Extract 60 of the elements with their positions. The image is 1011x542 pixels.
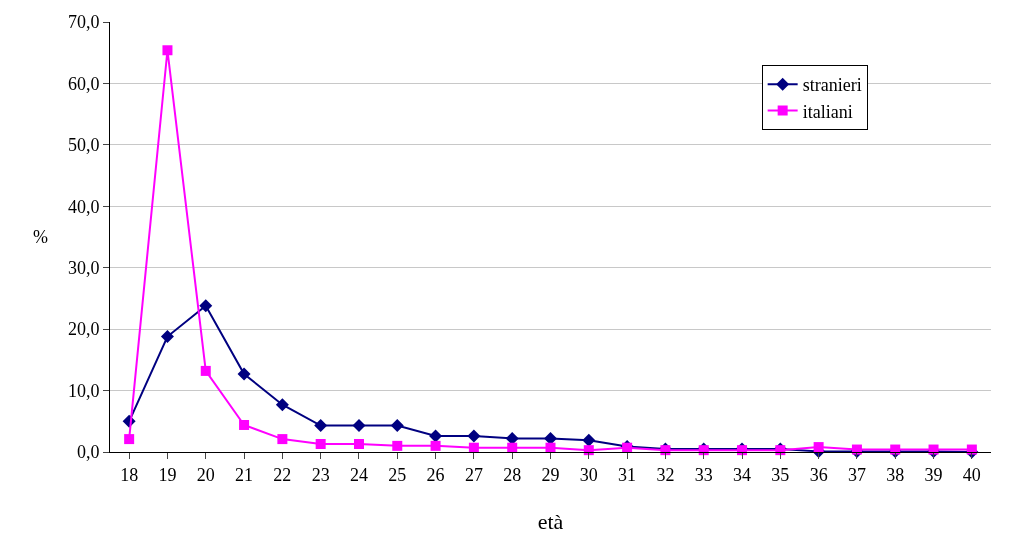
x-tick-label: 31 (618, 464, 637, 485)
point (545, 442, 556, 453)
point (314, 419, 328, 433)
x-tick-label: 40 (962, 464, 981, 485)
point (505, 431, 519, 445)
y-tick-label: 20,0 (67, 319, 100, 340)
x-axis-title: età (537, 509, 564, 535)
y-axis-title: % (33, 227, 48, 247)
point (199, 299, 213, 313)
x-tick-label: 25 (388, 464, 407, 485)
point (162, 45, 173, 56)
point (275, 398, 289, 412)
point (468, 442, 479, 453)
x-tick-label: 24 (349, 464, 368, 485)
point (160, 330, 174, 344)
point (200, 365, 211, 376)
x-tick-label: 22 (273, 464, 292, 485)
point (237, 367, 251, 381)
point (582, 433, 596, 447)
x-tick-label: 19 (158, 464, 177, 485)
point (353, 439, 364, 450)
x-tick-label: 28 (503, 464, 522, 485)
point (544, 431, 557, 445)
x-tick-label: 20 (196, 464, 215, 485)
point (239, 419, 250, 430)
x-tick-label: 33 (694, 464, 713, 485)
x-tick-label: 35 (771, 464, 790, 485)
y-tick-label: 40,0 (67, 196, 100, 217)
y-tick-label: 0,0 (76, 442, 100, 463)
point (392, 440, 403, 451)
point (467, 429, 481, 443)
x-tick-label: 34 (733, 464, 752, 485)
y-tick-label: 30,0 (67, 258, 100, 279)
point (430, 440, 441, 451)
x-tick-label: 23 (311, 464, 330, 485)
x-tick-label: 36 (809, 464, 828, 485)
x-tick-label: 32 (656, 464, 675, 485)
x-tick-label: 27 (464, 464, 483, 485)
point (429, 429, 443, 443)
x-tick-label: 37 (847, 464, 866, 485)
x-tick-label: 39 (924, 464, 943, 485)
point (277, 434, 288, 445)
legend-label: italiani (802, 101, 853, 122)
x-tick-label: 18 (120, 464, 139, 485)
x-tick-label: 38 (886, 464, 905, 485)
x-tick-label: 30 (579, 464, 598, 485)
point (315, 439, 326, 450)
y-tick-label: 60,0 (67, 73, 100, 94)
legend-label: stranieri (802, 75, 862, 96)
point (507, 442, 518, 453)
point (390, 419, 404, 433)
y-tick-label: 70,0 (67, 12, 100, 33)
x-tick-label: 21 (235, 464, 254, 485)
x-tick-label: 29 (541, 464, 560, 485)
point (352, 419, 366, 433)
y-tick-label: 10,0 (67, 380, 100, 401)
point (124, 434, 135, 445)
y-tick-label: 50,0 (67, 135, 100, 156)
x-tick-label: 26 (426, 464, 445, 485)
point (813, 442, 824, 453)
